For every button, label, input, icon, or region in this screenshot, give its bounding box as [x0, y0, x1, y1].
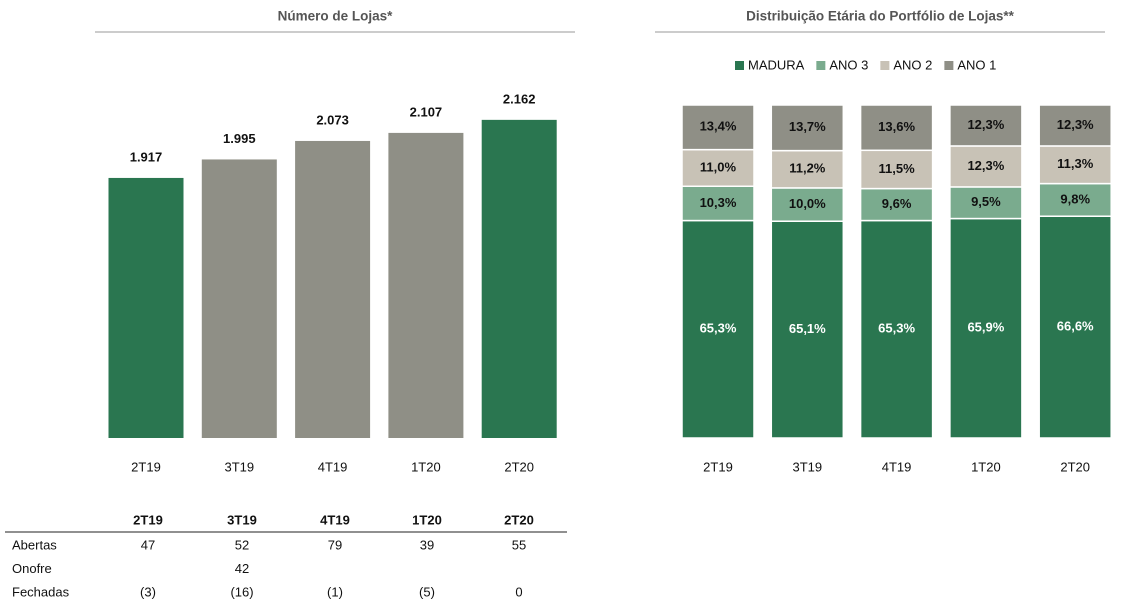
data-label: 11,0% [700, 159, 737, 174]
legend-swatch [944, 61, 954, 70]
table-header: 1T20 [412, 512, 442, 527]
data-label: 13,4% [700, 119, 737, 134]
table-cell: (1) [327, 584, 343, 599]
bar-segment [770, 149, 845, 189]
data-label: 11,3% [1057, 156, 1094, 171]
table-cell: 39 [420, 537, 434, 552]
bar-segment [681, 219, 755, 439]
row-label: Onofre [12, 561, 52, 576]
legend-swatch [816, 61, 826, 70]
bar [481, 119, 557, 438]
x-tick-label: 1T20 [411, 459, 441, 474]
data-label: 11,2% [789, 161, 826, 176]
table-cell: (16) [230, 584, 253, 599]
bar-segment [949, 104, 1023, 147]
data-label: 2.162 [503, 91, 536, 106]
table-header: 2T20 [504, 512, 534, 527]
data-label: 65,9% [967, 320, 1004, 335]
table-header: 4T19 [320, 512, 350, 527]
data-label: 2.073 [316, 112, 349, 127]
data-label: 1.995 [223, 131, 256, 146]
bar-segment [1038, 104, 1112, 147]
table-cell: (3) [140, 584, 156, 599]
data-label: 9,6% [882, 196, 912, 211]
bar-segment [859, 104, 934, 152]
bar [388, 132, 464, 438]
bar-segment [859, 219, 934, 439]
data-label: 65,3% [878, 321, 915, 336]
bar [295, 140, 371, 438]
legend-swatch [735, 61, 744, 70]
data-label: 66,6% [1057, 319, 1094, 334]
bar-segment [681, 148, 755, 188]
data-label: 13,7% [789, 119, 826, 134]
x-tick-label: 4T19 [882, 459, 912, 474]
data-label: 13,6% [878, 119, 915, 134]
legend-label: ANO 3 [829, 57, 868, 72]
legend-label: ANO 1 [957, 57, 996, 72]
bar-segment [1038, 145, 1112, 185]
data-label: 12,3% [967, 117, 1004, 132]
table-header: 3T19 [227, 512, 257, 527]
x-tick-label: 2T19 [703, 459, 733, 474]
data-label: 65,1% [789, 321, 826, 336]
chart-title: Distribuição Etária do Portfólio de Loja… [746, 9, 1015, 24]
table-cell: 47 [141, 537, 155, 552]
x-tick-label: 2T19 [131, 459, 161, 474]
data-label: 2.107 [410, 104, 443, 119]
data-label: 1.917 [130, 149, 163, 164]
x-tick-label: 3T19 [792, 459, 822, 474]
data-label: 9,8% [1060, 191, 1090, 206]
data-label: 12,3% [967, 158, 1004, 173]
bar-segment [1038, 182, 1112, 217]
row-label: Fechadas [12, 584, 70, 599]
legend-swatch [880, 61, 890, 70]
bar-segment [1038, 215, 1112, 439]
table-cell: 42 [235, 561, 249, 576]
x-tick-label: 3T19 [224, 459, 254, 474]
data-label: 11,5% [879, 161, 916, 176]
x-tick-label: 2T20 [1060, 459, 1090, 474]
bar-segment [681, 104, 755, 151]
bar-segment [770, 187, 845, 222]
row-label: Abertas [12, 537, 57, 552]
x-tick-label: 1T20 [971, 459, 1001, 474]
bar-segment [770, 104, 845, 152]
table-cell: 55 [512, 537, 526, 552]
chart-title: Número de Lojas* [278, 9, 394, 24]
data-label: 10,0% [789, 196, 826, 211]
legend-label: ANO 2 [893, 57, 932, 72]
legend-label: MADURA [748, 57, 805, 72]
table-cell: (5) [419, 584, 435, 599]
data-label: 10,3% [700, 195, 737, 210]
bar [201, 159, 277, 438]
bar-segment [949, 145, 1023, 188]
x-tick-label: 4T19 [318, 459, 348, 474]
x-tick-label: 2T20 [504, 459, 534, 474]
bar-segment [949, 217, 1023, 439]
bar [108, 177, 184, 438]
data-label: 65,3% [700, 321, 737, 336]
table-cell: 0 [515, 584, 522, 599]
table-cell: 79 [328, 537, 342, 552]
bar-segment [859, 149, 934, 190]
data-label: 12,3% [1057, 117, 1094, 132]
data-label: 9,5% [971, 194, 1001, 209]
bar-segment [770, 220, 845, 439]
table-header: 2T19 [133, 512, 163, 527]
table-cell: 52 [235, 537, 249, 552]
